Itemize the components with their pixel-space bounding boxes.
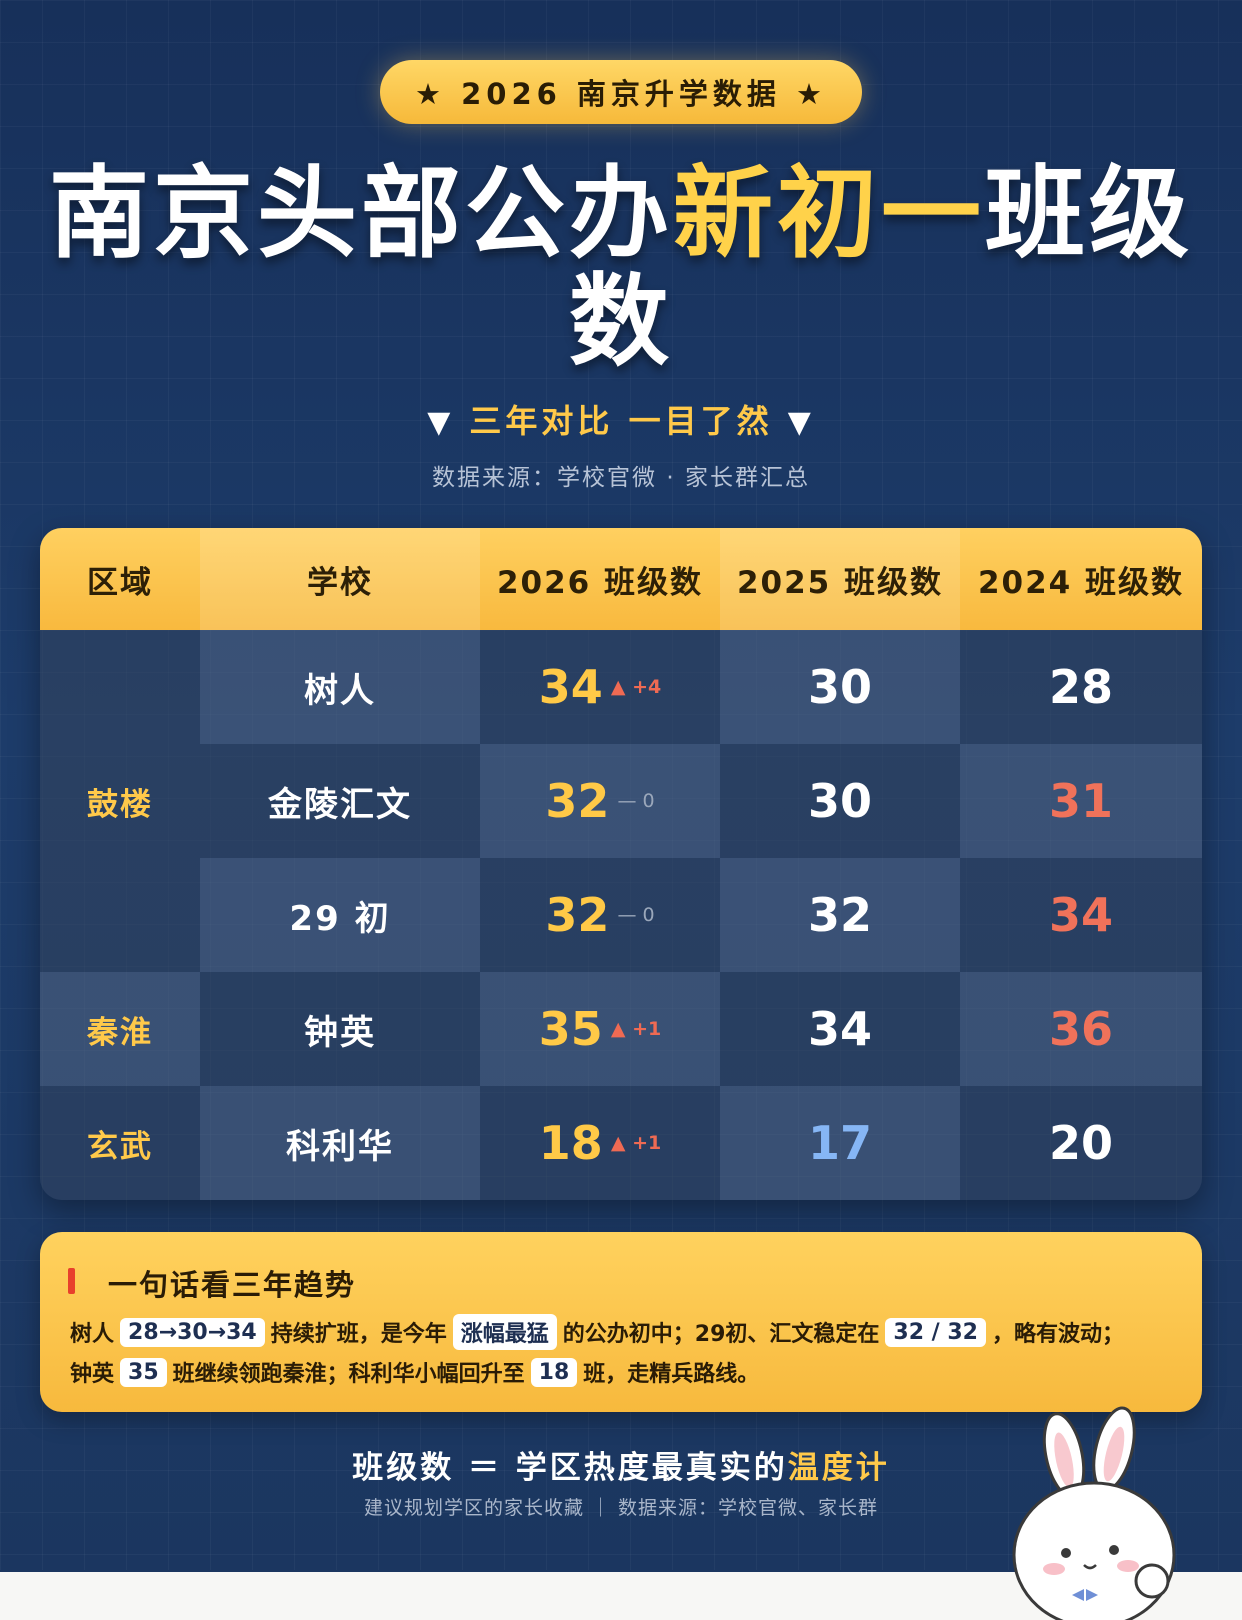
header-2024: 2024 班级数 bbox=[977, 564, 1185, 601]
count-2026: 32 — 0 bbox=[480, 858, 720, 972]
triangle-up-icon: ▲ bbox=[610, 1018, 626, 1040]
count-2026: 32 — 0 bbox=[480, 744, 720, 858]
summary-text: 班，走精兵路线。 bbox=[583, 1362, 760, 1387]
year-badge: ★ 2026 南京升学数据 ★ bbox=[380, 60, 862, 124]
summary-chip: 35 bbox=[120, 1357, 167, 1387]
count-2024: 28 bbox=[960, 630, 1202, 744]
count-2026-value: 32 bbox=[545, 888, 610, 942]
summary-text: 持续扩班，是今年 bbox=[270, 1322, 447, 1347]
table-row: 树人 34 ▲ +4 30 28 bbox=[200, 630, 1202, 744]
summary-line-2: 钟英 35 班继续领跑秦淮；科利华小幅回升至 18 班，走精兵路线。 bbox=[70, 1356, 759, 1388]
count-2025-value: 17 bbox=[807, 1116, 872, 1170]
table-header: 区域 学校 2026 班级数 2025 班级数 2024 班级数 bbox=[40, 528, 1202, 630]
delta-value: +4 bbox=[632, 676, 662, 698]
triangle-down-icon: ▼ bbox=[787, 405, 815, 440]
delta-badge: ▲ +1 bbox=[611, 1132, 661, 1154]
summary-heading: 一句话看三年趋势 bbox=[108, 1268, 357, 1302]
delta-value: +1 bbox=[632, 1018, 662, 1040]
subtitle-text: 三年对比 一目了然 bbox=[469, 402, 773, 440]
summary-line-1: 树人 28→30→34 持续扩班，是今年 涨幅最猛 的公办初中；29初、汇文稳定… bbox=[70, 1314, 1124, 1350]
slogan-text: 班级数 ＝ 学区热度最真实的 bbox=[352, 1450, 788, 1486]
count-2026-value: 34 bbox=[538, 660, 603, 714]
summary-chip: 18 bbox=[530, 1357, 578, 1387]
page-title: 南京头部公办新初一班级数 bbox=[40, 160, 1202, 376]
flat-dash-icon: — bbox=[617, 904, 637, 926]
delta-badge: — 0 bbox=[617, 790, 654, 812]
subtitle: ▼ 三年对比 一目了然 ▼ bbox=[0, 396, 1242, 442]
delta-badge: ▲ +1 bbox=[611, 1018, 661, 1040]
school-name: 树人 bbox=[200, 630, 480, 744]
table-row: 金陵汇文 32 — 0 30 31 bbox=[200, 744, 1202, 858]
title-part1: 南京头部公办 bbox=[49, 155, 673, 272]
footnote: 建议规划学区的家长收藏 ｜ 数据来源：学校官微、家长群 bbox=[363, 1497, 879, 1519]
count-2026-value: 35 bbox=[538, 1002, 603, 1056]
summary-text: 树人 bbox=[70, 1322, 115, 1347]
slogan-highlight: 温度计 bbox=[787, 1450, 890, 1486]
count-2025: 32 bbox=[720, 858, 960, 972]
count-2025: 34 bbox=[720, 972, 960, 1086]
count-2026: 35 ▲ +1 bbox=[480, 972, 720, 1086]
flat-dash-icon: — bbox=[617, 790, 637, 812]
count-2024-value: 34 bbox=[1048, 888, 1113, 942]
count-2026: 34 ▲ +4 bbox=[480, 630, 720, 744]
count-2024: 34 bbox=[960, 858, 1202, 972]
triangle-down-icon: ▼ bbox=[427, 405, 455, 440]
school-name: 金陵汇文 bbox=[200, 744, 480, 858]
summary-chip: 28→30→34 bbox=[120, 1317, 265, 1347]
trend-summary-card: 一句话看三年趋势 树人 28→30→34 持续扩班，是今年 涨幅最猛 的公办初中… bbox=[40, 1232, 1202, 1412]
count-2024: 36 bbox=[960, 972, 1202, 1086]
delta-value: +1 bbox=[632, 1132, 662, 1154]
count-2025: 17 bbox=[720, 1086, 960, 1200]
header-2026: 2026 班级数 bbox=[496, 564, 704, 601]
table-row: 科利华 18 ▲ +1 17 20 bbox=[200, 1086, 1202, 1200]
summary-text: 钟英 bbox=[70, 1362, 115, 1387]
bunny-mascot-icon bbox=[1012, 1406, 1176, 1620]
title-highlight: 新初一 bbox=[673, 155, 985, 272]
count-2026-value: 18 bbox=[538, 1116, 603, 1170]
year-badge-text: ★ 2026 南京升学数据 ★ bbox=[415, 77, 827, 111]
delta-badge: ▲ +4 bbox=[611, 676, 661, 698]
region-gulou: 鼓楼 bbox=[40, 630, 200, 972]
triangle-up-icon: ▲ bbox=[610, 676, 626, 698]
school-name: 钟英 bbox=[200, 972, 480, 1086]
school-name: 29 初 bbox=[200, 858, 480, 972]
table-body: 鼓楼 秦淮 玄武 树人 34 ▲ +4 30 28 金陵汇文 32 — 0 30… bbox=[40, 630, 1202, 1200]
header-school: 学校 bbox=[200, 528, 480, 630]
header-region: 区域 bbox=[87, 564, 153, 601]
count-2026: 18 ▲ +1 bbox=[480, 1086, 720, 1200]
summary-text: ，略有波动； bbox=[991, 1322, 1124, 1347]
delta-badge: — 0 bbox=[617, 904, 654, 926]
summary-text: 班继续领跑秦淮；科利华小幅回升至 bbox=[172, 1362, 525, 1387]
data-source: 数据来源：学校官微 · 家长群汇总 bbox=[432, 465, 810, 491]
delta-value: 0 bbox=[642, 790, 655, 812]
region-xuanwu: 玄武 bbox=[40, 1086, 200, 1200]
count-2025: 30 bbox=[720, 744, 960, 858]
table-row: 钟英 35 ▲ +1 34 36 bbox=[200, 972, 1202, 1086]
count-2025: 30 bbox=[720, 630, 960, 744]
count-2026-value: 32 bbox=[545, 774, 610, 828]
slogan: 班级数 ＝ 学区热度最真实的温度计 bbox=[0, 1442, 1242, 1487]
count-2024: 31 bbox=[960, 744, 1202, 858]
triangle-up-icon: ▲ bbox=[610, 1132, 626, 1154]
count-2024: 20 bbox=[960, 1086, 1202, 1200]
count-2024-value: 31 bbox=[1048, 774, 1113, 828]
header-2025: 2025 班级数 bbox=[720, 528, 960, 630]
table-row: 29 初 32 — 0 32 34 bbox=[200, 858, 1202, 972]
school-name: 科利华 bbox=[200, 1086, 480, 1200]
region-qinhuai: 秦淮 bbox=[40, 972, 200, 1086]
count-2024-value: 36 bbox=[1048, 1002, 1113, 1056]
title-part2: 班级数 bbox=[569, 155, 1193, 380]
delta-value: 0 bbox=[642, 904, 655, 926]
summary-chip: 32 / 32 bbox=[885, 1317, 986, 1347]
summary-text: 的公办初中；29初、汇文稳定在 bbox=[562, 1322, 880, 1347]
summary-chip: 涨幅最猛 bbox=[452, 1314, 557, 1350]
class-count-table: 区域 学校 2026 班级数 2025 班级数 2024 班级数 鼓楼 秦淮 玄… bbox=[40, 528, 1202, 1200]
accent-bar bbox=[68, 1268, 75, 1294]
